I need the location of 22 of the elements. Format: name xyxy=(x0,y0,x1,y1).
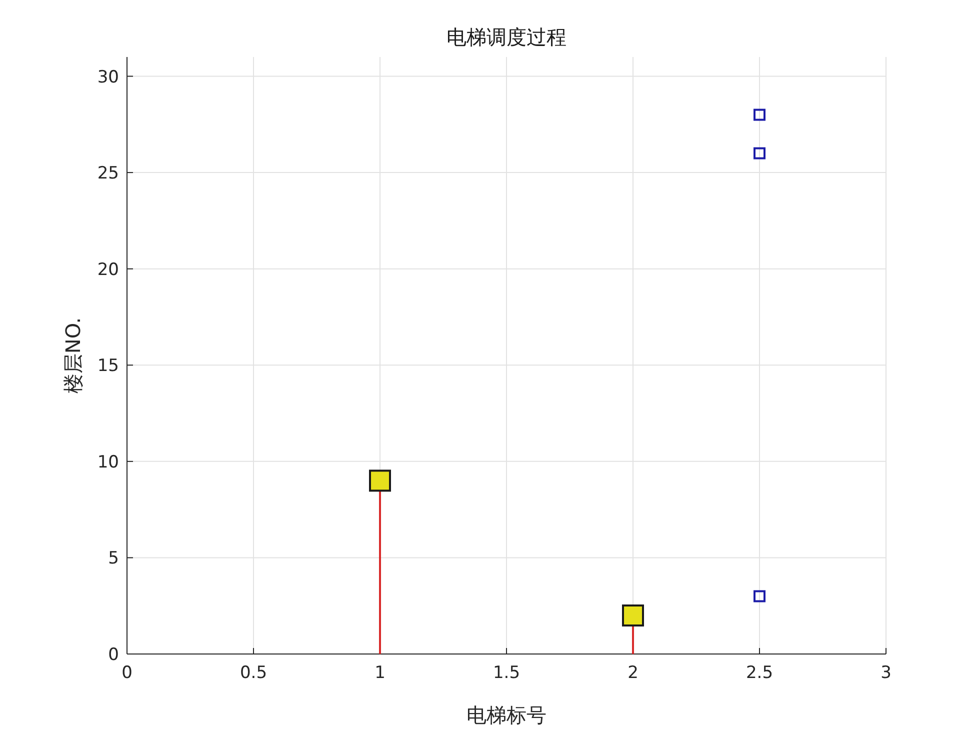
point xyxy=(369,470,391,492)
x-tick-label: 2 xyxy=(628,663,638,683)
y-tick-label: 0 xyxy=(108,645,119,665)
chart-title: 电梯调度过程 xyxy=(446,25,566,49)
x-axis-title: 电梯标号 xyxy=(466,703,546,727)
point xyxy=(754,590,766,602)
y-tick-label: 15 xyxy=(97,356,119,376)
y-tick-label: 5 xyxy=(108,548,119,569)
y-tick-label: 20 xyxy=(97,260,119,280)
y-tick-label: 30 xyxy=(97,67,119,88)
y-tick-label: 10 xyxy=(97,452,119,472)
x-tick-label: 2.5 xyxy=(746,663,774,683)
x-tick-label: 0.5 xyxy=(240,663,268,683)
y-tick-label: 25 xyxy=(97,164,119,184)
x-tick-label: 1 xyxy=(374,663,386,683)
point xyxy=(754,147,766,160)
x-tick-label: 1.5 xyxy=(492,663,520,683)
y-axis-title: 楼层NO. xyxy=(61,317,85,394)
x-tick-label: 0 xyxy=(122,663,132,683)
point xyxy=(754,108,766,121)
x-tick-label: 3 xyxy=(880,663,892,683)
point xyxy=(622,604,644,626)
